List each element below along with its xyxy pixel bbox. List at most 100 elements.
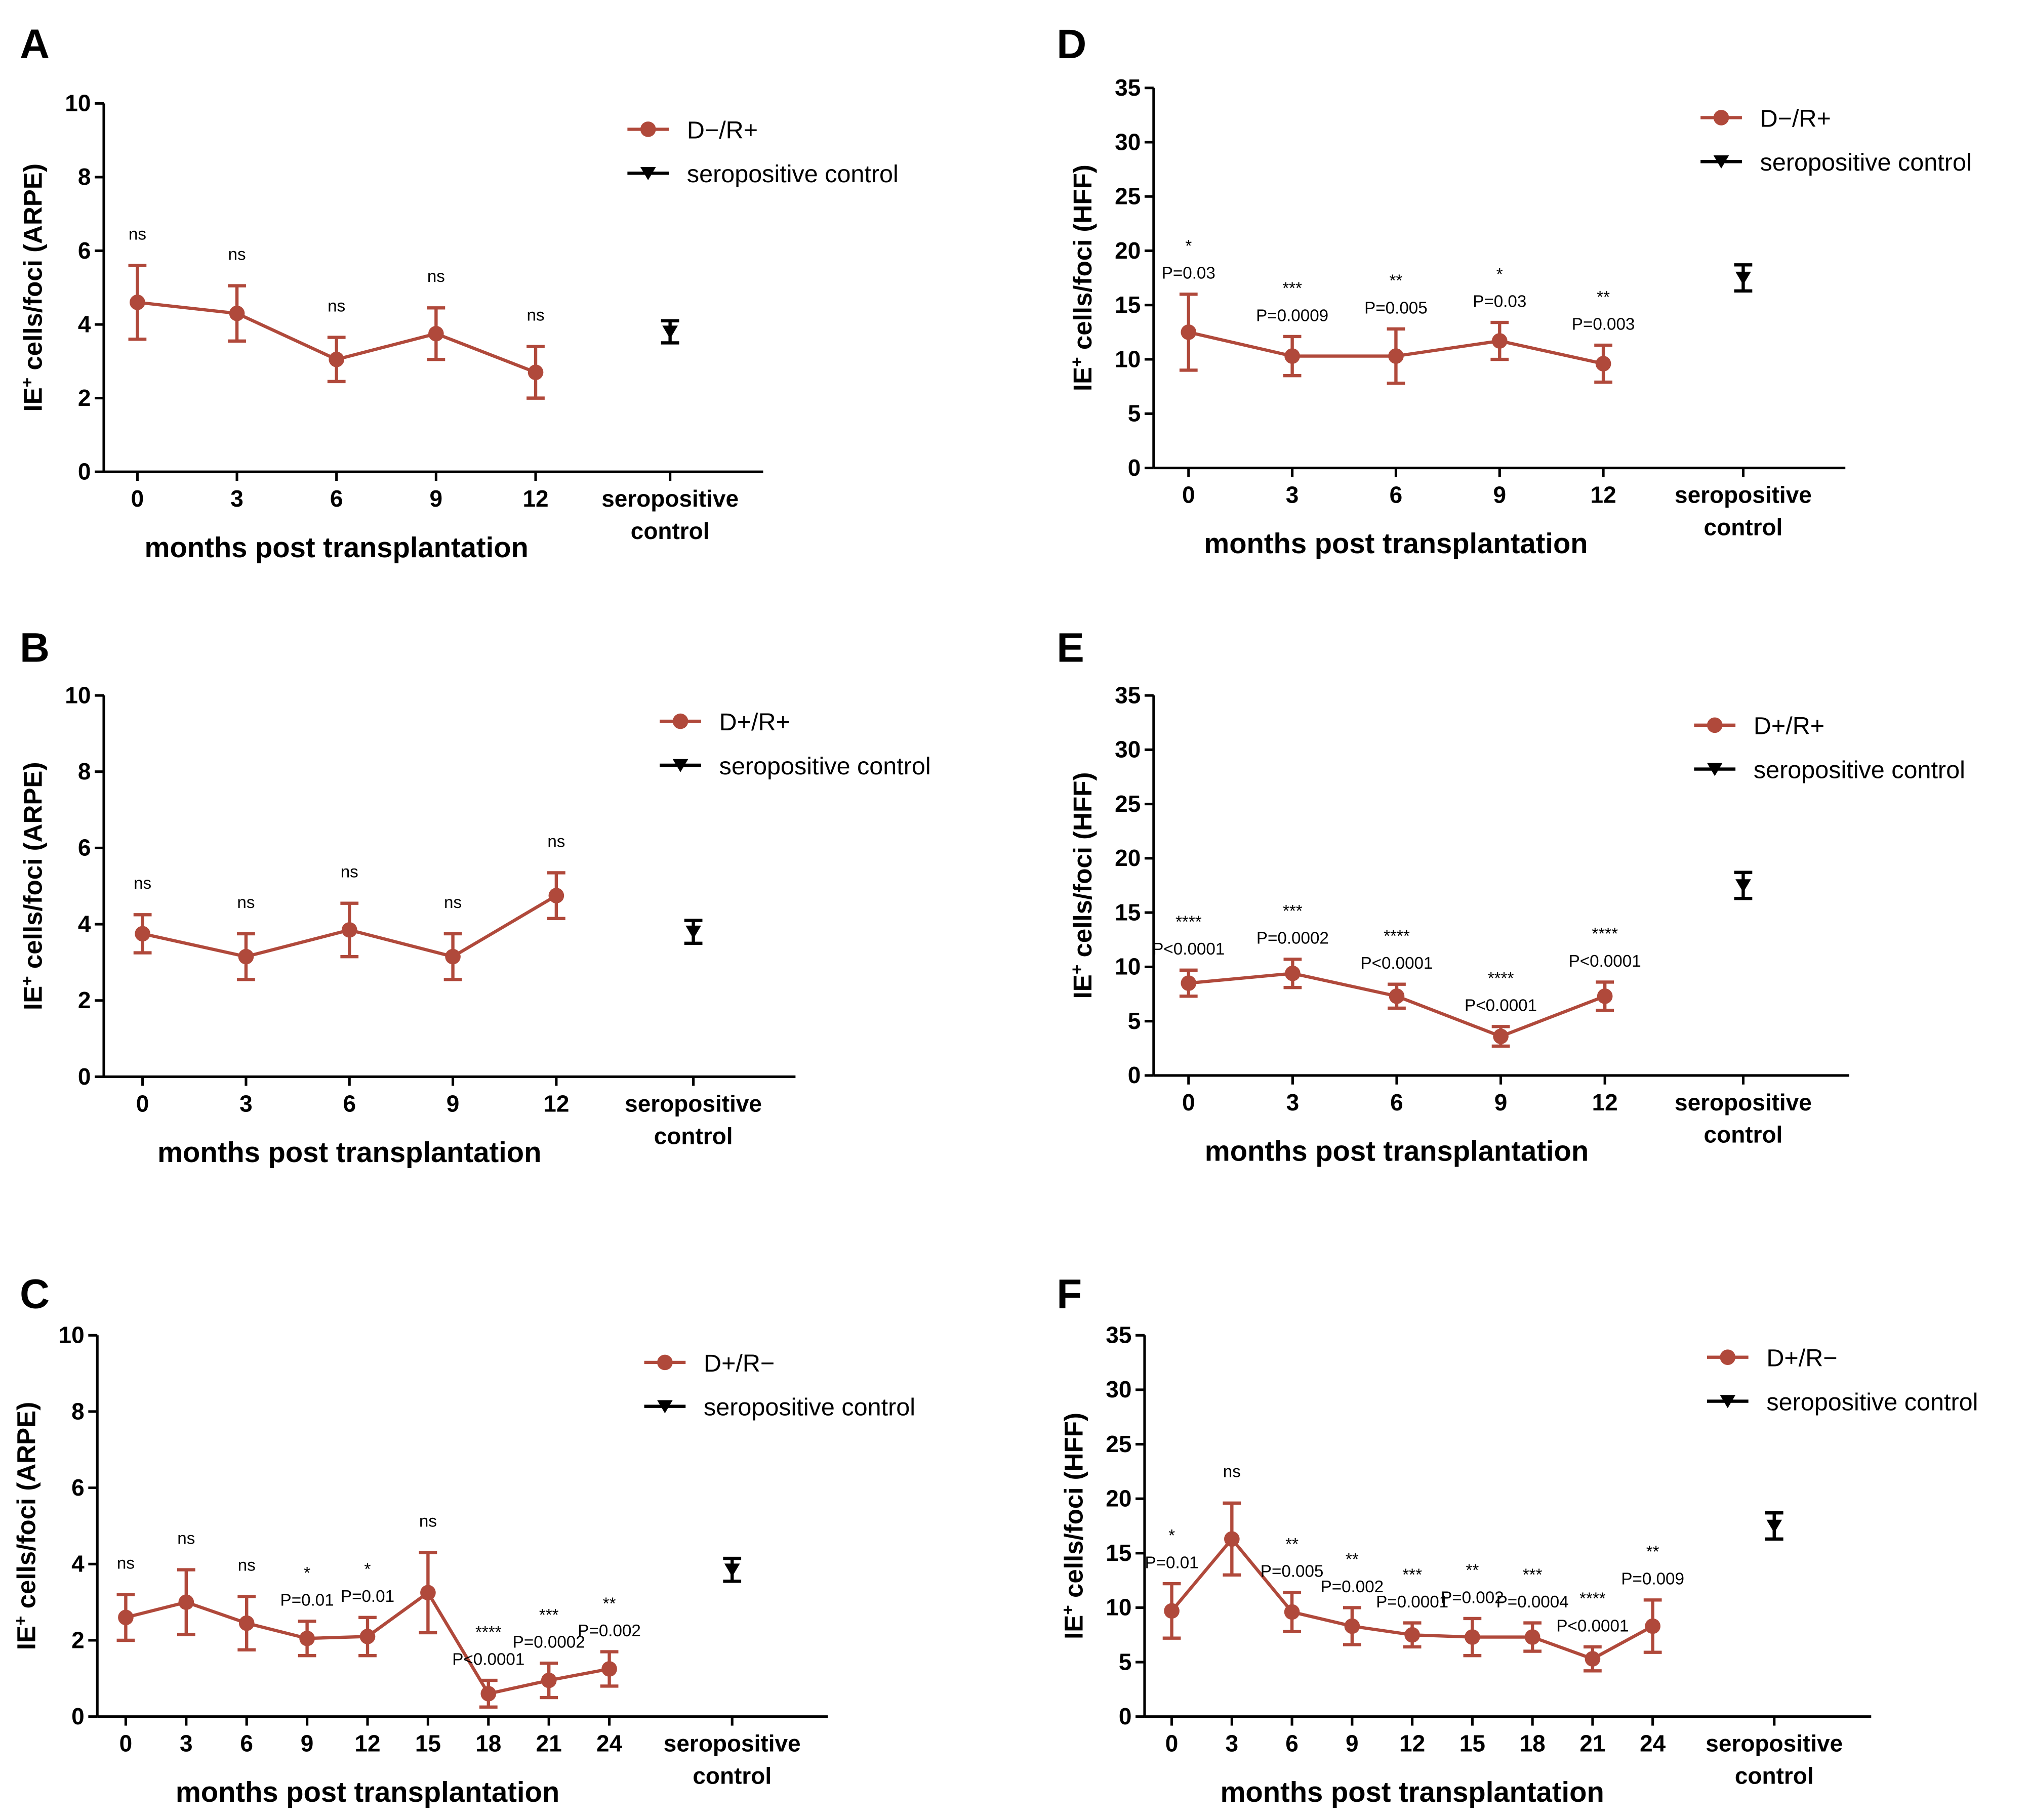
x-tick-label-box: 9: [1494, 1090, 1508, 1115]
y-tick-label: 10: [59, 1322, 85, 1348]
y-axis-label: IE+ cells/foci (ARPE): [18, 762, 47, 1010]
y-tick-label: 20: [1106, 1485, 1131, 1511]
y-tick-label: 20: [1115, 845, 1141, 871]
marker: [528, 364, 544, 380]
y-axis-label-part: cells/foci (ARPE): [18, 163, 47, 378]
x-tick-label-box: seropositive control: [1706, 1731, 1843, 1789]
y-tick-label: 6: [71, 1474, 85, 1501]
legend-marker: [1707, 717, 1723, 733]
x-tick-label-box: 12: [1399, 1731, 1425, 1757]
x-tick-label-box: 6: [330, 486, 343, 512]
y-axis-label-part: cells/foci (ARPE): [18, 762, 47, 976]
panel-label: B: [20, 625, 50, 671]
y-tick-label: 2: [78, 987, 91, 1013]
x-tick-label: 0: [136, 1091, 149, 1117]
marker: [1181, 324, 1197, 340]
x-tick-label: 6: [240, 1730, 253, 1757]
p-value: P<0.0001: [1152, 940, 1225, 959]
y-tick-label: 25: [1115, 791, 1141, 817]
y-axis-label-part: IE: [12, 1626, 41, 1650]
marker: [359, 1629, 376, 1644]
marker: [1491, 333, 1508, 349]
x-tick-label-box: 0: [1182, 482, 1195, 508]
y-axis-label: IE+ cells/foci (HFF): [1068, 164, 1098, 391]
legend-marker: [672, 759, 688, 772]
y-tick-label: 8: [78, 163, 91, 190]
x-tick-label-box: 12: [1592, 1090, 1618, 1115]
x-axis-label: months post transplantation: [1220, 1776, 1604, 1808]
marker: [1766, 1519, 1782, 1533]
panel-label: E: [1057, 625, 1084, 671]
legend-marker: [1720, 1349, 1736, 1365]
marker: [135, 926, 150, 942]
legend-label: D−/R+: [687, 116, 758, 144]
p-value: P=0.0002: [1256, 929, 1329, 948]
marker: [1597, 988, 1613, 1004]
marker: [1524, 1629, 1540, 1645]
x-axis-label: months post transplantation: [145, 531, 529, 563]
marker: [445, 948, 461, 965]
p-value: P=0.0002: [513, 1633, 585, 1652]
x-axis-label: months post transplantation: [157, 1136, 541, 1168]
significance: **: [603, 1594, 616, 1613]
p-value: P=0.005: [1261, 1562, 1324, 1581]
legend-label: D+/R+: [1754, 713, 1824, 740]
y-tick-label: 0: [1128, 454, 1141, 481]
legend-marker: [640, 167, 656, 181]
panel-label: C: [20, 1271, 50, 1317]
y-tick-label: 8: [71, 1398, 85, 1424]
p-value: P<0.0001: [1569, 952, 1641, 971]
x-tick-label-box: 3: [239, 1091, 253, 1117]
x-tick-label: 6: [343, 1091, 356, 1117]
x-tick-label: 0: [1165, 1730, 1179, 1757]
p-value: P<0.0001: [452, 1650, 524, 1669]
significance: ns: [547, 832, 565, 851]
significance: ***: [1283, 902, 1303, 921]
y-axis-label: IE+ cells/foci (ARPE): [18, 163, 47, 411]
significance: ns: [1223, 1463, 1241, 1481]
significance: ns: [134, 874, 151, 893]
y-axis-label-part: +: [1068, 965, 1086, 974]
y-axis-label-part: +: [1068, 357, 1086, 366]
p-value: P<0.0001: [1360, 954, 1433, 973]
x-tick-label-box: 15: [415, 1731, 441, 1757]
p-value: P=0.0009: [1256, 306, 1328, 325]
marker: [685, 925, 701, 939]
marker: [480, 1686, 497, 1702]
legend-marker: [1713, 110, 1729, 126]
panel-label: D: [1057, 21, 1086, 67]
p-value: P<0.0001: [1556, 1617, 1629, 1635]
y-tick-label: 15: [1106, 1540, 1131, 1566]
x-tick-label-box: seropositive control: [663, 1730, 801, 1789]
marker: [341, 922, 357, 938]
y-axis-label: IE+ cells/foci (HFF): [1059, 1413, 1088, 1639]
x-tick-label: 0: [1182, 482, 1195, 508]
x-tick-label-box: 18: [475, 1731, 501, 1757]
legend-marker: [1720, 1395, 1736, 1409]
x-tick-label-box: 0: [1165, 1730, 1179, 1757]
x-tick-label: 9: [1346, 1730, 1359, 1757]
x-tick-label: seropositive control: [663, 1730, 801, 1789]
y-axis-label: IE+ cells/foci (HFF): [1068, 772, 1098, 999]
significance: ns: [444, 893, 462, 912]
y-tick-label: 6: [78, 835, 91, 861]
marker: [1164, 1603, 1180, 1619]
marker: [1595, 356, 1611, 371]
marker: [1735, 879, 1751, 893]
marker: [1388, 348, 1404, 364]
significance: ns: [117, 1554, 135, 1573]
legend-label: seropositive control: [1754, 756, 1965, 783]
x-tick-label-box: 24: [1640, 1731, 1666, 1757]
significance: ***: [1402, 1565, 1422, 1584]
y-axis-label-part: IE: [1068, 367, 1097, 391]
y-axis-label: IE+ cells/foci (ARPE): [11, 1402, 41, 1650]
x-tick-label: seropositive control: [1675, 482, 1812, 541]
p-value: P<0.0001: [1465, 997, 1537, 1015]
significance: ns: [177, 1529, 195, 1548]
y-tick-label: 0: [1128, 1062, 1141, 1088]
significance: *: [1496, 265, 1503, 284]
legend-marker: [657, 1400, 673, 1414]
marker: [1404, 1627, 1420, 1643]
legend-marker: [1707, 763, 1723, 776]
